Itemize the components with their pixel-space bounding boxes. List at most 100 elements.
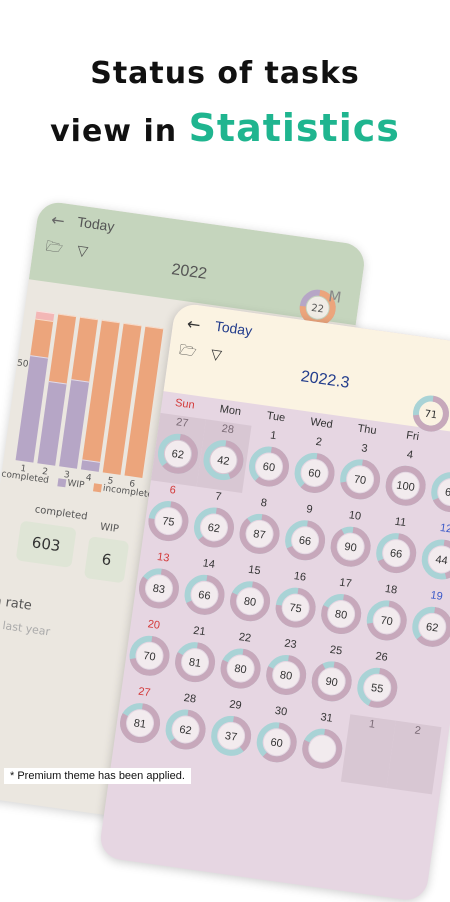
- legend-incompleted-swatch: [92, 482, 102, 492]
- calendar-day-cell[interactable]: 16 75: [269, 567, 324, 641]
- day-percent-value: 81: [188, 656, 202, 670]
- weekday-header: Sun: [174, 396, 196, 412]
- calendar-day-cell[interactable]: 29 37: [204, 695, 259, 769]
- filter-icon[interactable]: ▽: [209, 346, 223, 364]
- premium-theme-footnote: * Premium theme has been applied.: [4, 768, 191, 784]
- day-percent-value: 66: [444, 486, 450, 500]
- calendar-day-cell[interactable]: 12 44: [415, 519, 450, 593]
- calendar-day-cell[interactable]: 18 70: [360, 580, 415, 654]
- calendar-day-cell[interactable]: 10 90: [324, 506, 379, 580]
- ring-done-arc: [431, 472, 450, 513]
- ring-done-arc: [385, 465, 426, 506]
- calendar-day-cell[interactable]: 2 60: [288, 432, 343, 506]
- calendar-day-cell[interactable]: 27 81: [113, 682, 168, 756]
- calendar-day-cell[interactable]: 14 66: [178, 554, 233, 628]
- ring-done-arc: [421, 539, 450, 580]
- day-percent-value: 62: [425, 621, 439, 635]
- promo-headline-line2: view in Statistics: [0, 106, 450, 150]
- ring-done-arc: [230, 581, 271, 622]
- weekday-header: Mon: [218, 403, 242, 419]
- day-number: 2: [315, 435, 323, 449]
- calendar-day-cell[interactable]: 5 66: [424, 451, 450, 525]
- day-progress-ring: 70: [366, 600, 407, 641]
- calendar-day-cell[interactable]: 7 62: [187, 487, 242, 561]
- stat-wip-label: WIP: [99, 521, 120, 536]
- ring-center: [347, 466, 374, 493]
- day-progress-ring: 80: [321, 594, 362, 635]
- day-percent-value: 70: [380, 615, 394, 629]
- back-arrow-icon[interactable]: ←: [185, 313, 202, 335]
- calendar-day-cell[interactable]: 11 66: [369, 512, 424, 586]
- ring-center: [164, 440, 191, 467]
- calendar-day-cell[interactable]: 1 60: [242, 426, 297, 500]
- ring-center: [373, 607, 400, 634]
- front-screen-header: ← Today 🗁 ▽ 2022.3 71: [163, 302, 450, 438]
- calendar-day-cell[interactable]: 20 70: [123, 615, 178, 689]
- stat-wip-value: 6: [83, 536, 130, 584]
- legend-wip-swatch: [57, 477, 67, 487]
- day-progress-ring: 62: [193, 507, 234, 548]
- calendar-day-cell[interactable]: 28 62: [159, 689, 214, 763]
- back-arrow-icon[interactable]: ←: [50, 209, 67, 231]
- calendar-day-cell[interactable]: 3 70: [333, 439, 388, 513]
- ring-done-arc: [330, 526, 371, 567]
- calendar-day-cell[interactable]: 21 81: [168, 621, 223, 695]
- promo-headline-line1: Status of tasks: [90, 56, 360, 91]
- day-number: 1: [269, 429, 278, 443]
- day-progress-ring: 62: [412, 606, 450, 647]
- day-progress-ring: 87: [239, 513, 280, 554]
- ring-done-arc: [165, 709, 206, 750]
- day-number: 27: [175, 416, 190, 430]
- ring-center: [328, 601, 355, 628]
- calendar-day-cell[interactable]: 9 66: [278, 499, 333, 573]
- day-progress-ring: [302, 728, 343, 769]
- folder-icon[interactable]: 🗁: [44, 238, 64, 257]
- weekday-header: Tue: [265, 409, 286, 425]
- ring-center: [210, 447, 237, 474]
- day-percent-value: 75: [289, 602, 303, 616]
- calendar-day-cell[interactable]: 15 80: [223, 560, 278, 634]
- calendar-day-cell[interactable]: 13 83: [132, 548, 187, 622]
- day-progress-ring: 100: [385, 465, 426, 506]
- day-progress-ring: 80: [220, 648, 261, 689]
- calendar-day-cell[interactable]: 25 90: [305, 641, 360, 715]
- calendar-day-cell[interactable]: 30 60: [250, 701, 305, 775]
- calendar-day-cell[interactable]: [396, 653, 450, 727]
- folder-icon[interactable]: 🗁: [178, 342, 198, 361]
- calendar-day-cell[interactable]: 23 80: [259, 634, 314, 708]
- calendar-day-cell[interactable]: 26 55: [350, 647, 405, 721]
- calendar-day-cell[interactable]: 6 75: [141, 480, 196, 554]
- calendar-day-cell[interactable]: 28 42: [196, 419, 252, 494]
- weekday-header: Wed: [309, 415, 334, 431]
- bar-wip: [80, 459, 101, 472]
- today-button[interactable]: Today: [213, 317, 254, 339]
- ring-done-arc: [275, 587, 316, 628]
- weekday-header: Sat: [435, 433, 450, 451]
- back-today-button[interactable]: Today: [76, 213, 116, 235]
- calendar-day-cell[interactable]: 31: [295, 708, 350, 782]
- calendar-day-cell[interactable]: 17 80: [314, 573, 369, 647]
- day-progress-ring: 42: [203, 440, 244, 481]
- calendar-day-cell[interactable]: 2: [386, 720, 442, 795]
- calendar-day-cell[interactable]: 19 62: [405, 586, 450, 660]
- filter-icon[interactable]: ▽: [76, 242, 89, 261]
- day-percent-value: 60: [270, 736, 284, 750]
- ring-done-arc: [239, 513, 280, 554]
- day-percent-value: 75: [161, 515, 175, 529]
- month-summary-value: 71: [424, 409, 438, 422]
- calendar-day-cell[interactable]: 8 87: [233, 493, 288, 567]
- day-percent-value: 70: [142, 650, 156, 664]
- calendar-day-cell[interactable]: 22 80: [214, 628, 269, 702]
- day-percent-value: 62: [207, 522, 221, 536]
- day-percent-value: 70: [353, 474, 367, 488]
- calendar-day-cell[interactable]: 27 62: [150, 412, 206, 487]
- stat-completed-value: 603: [15, 520, 77, 568]
- calendar-day-cell[interactable]: 4 100: [379, 445, 434, 519]
- avatar[interactable]: M: [327, 287, 343, 307]
- day-percent-value: 80: [334, 608, 348, 622]
- ring-center: [263, 729, 290, 756]
- month-title: 2022.3: [299, 368, 351, 392]
- month-summary-ring: 71: [412, 395, 449, 432]
- ring-done-arc: [340, 459, 381, 500]
- day-number: 19: [429, 589, 444, 603]
